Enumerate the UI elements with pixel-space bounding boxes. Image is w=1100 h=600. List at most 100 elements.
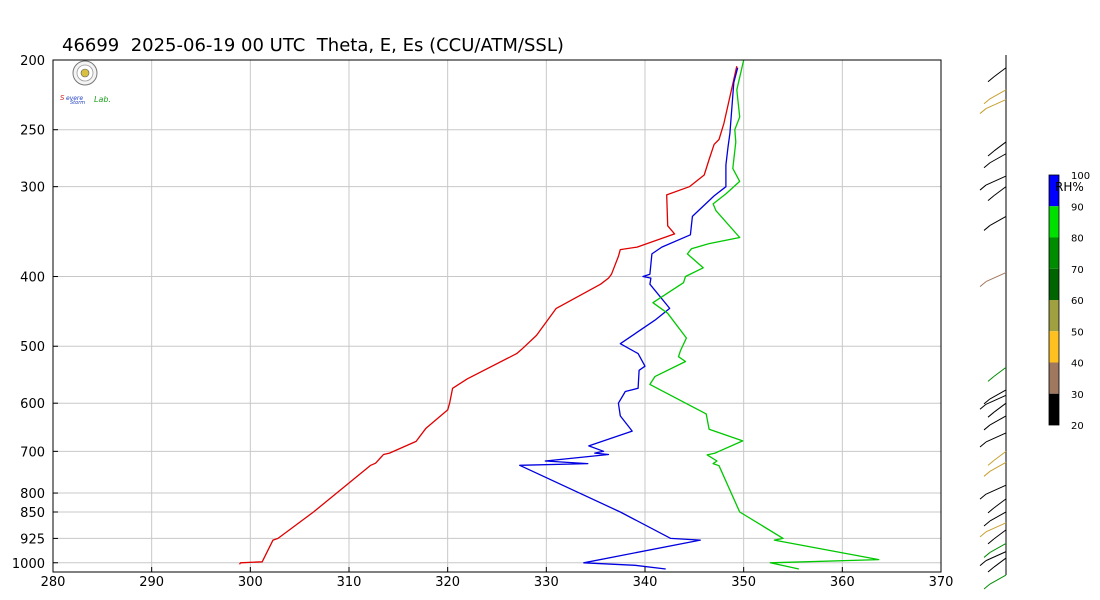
svg-text:evere: evere: [66, 95, 83, 102]
wind-barb: [985, 394, 1007, 405]
x-tick-label: 290: [139, 575, 164, 590]
colorbar-band: [1049, 362, 1059, 394]
wind-barb: [985, 99, 1007, 110]
wind-barb-flag: [987, 195, 995, 202]
svg-text:Lab.: Lab.: [94, 95, 111, 104]
x-tick-label: 360: [830, 575, 855, 590]
y-tick-label: 850: [20, 506, 45, 521]
y-tick-label: 250: [20, 124, 45, 139]
wind-barb-flag: [983, 162, 991, 169]
wind-barb: [993, 366, 1007, 377]
wind-barb: [989, 511, 1007, 522]
x-tick-label: 310: [337, 575, 362, 590]
wind-barb: [993, 529, 1007, 540]
colorbar-tick-label: 80: [1071, 234, 1084, 245]
wind-barb-flag: [983, 424, 991, 431]
colorbar-tick-label: 20: [1071, 421, 1084, 432]
logo-graphic: S evere Storm Lab.: [60, 60, 111, 106]
wind-barb: [993, 141, 1007, 152]
wind-barb-flag: [979, 441, 987, 448]
y-tick-label: 700: [20, 445, 45, 460]
x-tick-label: 330: [534, 575, 559, 590]
wind-barb: [985, 272, 1007, 283]
wind-barb-flag: [983, 520, 991, 527]
series-line-0: [238, 66, 738, 565]
x-tick-label: 350: [731, 575, 756, 590]
wind-barb: [993, 450, 1007, 461]
x-tick-label: 300: [238, 575, 263, 590]
wind-barb: [989, 461, 1007, 472]
wind-barb-flag: [987, 538, 995, 545]
wind-barb-flag: [983, 398, 991, 405]
colorbar-band: [1049, 206, 1059, 238]
axes: 280 290 300 310 320 330 340 350 360 370 200 250 300 4…: [12, 54, 954, 590]
data-series: [238, 59, 880, 570]
colorbar-tick-label: 100: [1071, 171, 1090, 182]
colorbar-frame: [1048, 174, 1060, 426]
wind-barb-flag: [979, 493, 987, 500]
wind-barb-flag: [987, 459, 995, 466]
wind-barb: [989, 574, 1007, 585]
plot-frame: [52, 59, 942, 573]
x-tick-label: 280: [41, 575, 66, 590]
wind-barb-flag: [983, 98, 991, 105]
colorbar-band: [1049, 331, 1059, 363]
colorbar-band: [1049, 268, 1059, 300]
wind-barb: [985, 432, 1007, 443]
y-tick-label: 300: [20, 181, 45, 196]
series-line-1: [519, 67, 739, 570]
wind-barb-flag: [979, 560, 987, 567]
wind-barb-flag: [979, 403, 987, 410]
series-line-2: [649, 59, 880, 570]
wind-barb-flag: [987, 375, 995, 382]
wind-barb: [989, 215, 1007, 226]
wind-barb-flag: [979, 184, 987, 191]
wind-barb: [989, 153, 1007, 164]
wind-barb: [993, 186, 1007, 197]
x-tick-label: 320: [435, 575, 460, 590]
wind-barb: [993, 557, 1007, 568]
x-tick-label: 340: [633, 575, 658, 590]
colorbar-tick-label: 70: [1071, 265, 1084, 276]
y-tick-label: 925: [20, 532, 45, 547]
y-tick-label: 200: [20, 54, 45, 69]
wind-barb: [989, 389, 1007, 400]
svg-text:Storm: Storm: [70, 100, 85, 106]
wind-barb-flag: [987, 150, 995, 157]
wind-barb: [989, 543, 1007, 553]
wind-barb: [993, 498, 1007, 509]
wind-barb-flag: [987, 507, 995, 514]
wind-barb-flag: [983, 470, 991, 477]
y-tick-label: 600: [20, 397, 45, 412]
colorbar-label: RH%: [1055, 180, 1084, 194]
colorbar-band: [1049, 175, 1059, 207]
wind-barb-flag: [983, 552, 991, 558]
wind-barb: [985, 175, 1007, 186]
wind-barb: [993, 67, 1007, 78]
wind-barb-flag: [979, 281, 987, 287]
colorbar-tick-label: 60: [1071, 296, 1084, 307]
wind-barbs-panel: [979, 55, 1007, 590]
colorbar-tick-label: 40: [1071, 359, 1084, 370]
wind-barb: [989, 89, 1007, 100]
grid-lines: [52, 60, 942, 572]
colorbar-tick-label: 50: [1071, 327, 1084, 338]
y-tick-label: 400: [20, 271, 45, 286]
svg-text:S: S: [60, 94, 65, 102]
chart-title: 46699 2025-06-19 00 UTC Theta, E, Es (CC…: [62, 35, 564, 56]
colorbar-band: [1049, 300, 1059, 332]
wind-barb-flag: [987, 411, 995, 418]
wind-barb: [989, 415, 1007, 426]
wind-barb-flag: [987, 566, 995, 573]
colorbar-band: [1049, 393, 1059, 425]
x-tick-label: 370: [929, 575, 954, 590]
y-tick-label: 500: [20, 340, 45, 355]
colorbar-tick-label: 90: [1071, 202, 1084, 213]
wind-barb-flag: [987, 76, 995, 83]
wind-barb-flag: [983, 583, 991, 590]
y-tick-label: 800: [20, 487, 45, 502]
y-tick-label: 1000: [12, 557, 45, 572]
